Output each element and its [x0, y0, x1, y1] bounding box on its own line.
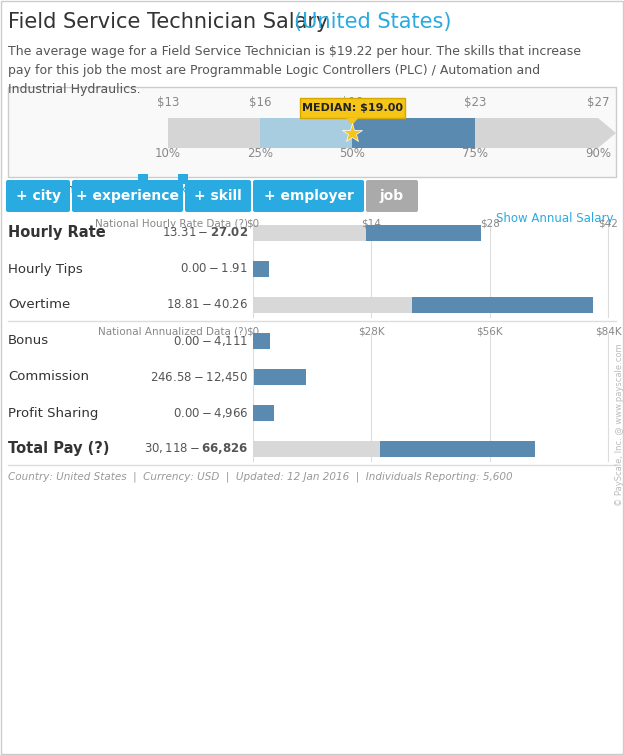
Text: $0: $0: [246, 327, 260, 337]
Text: + city: + city: [16, 189, 61, 203]
Text: 10%: 10%: [155, 147, 181, 160]
FancyBboxPatch shape: [185, 180, 251, 212]
Bar: [253, 261, 269, 277]
Text: Add this chart to your site:: Add this chart to your site:: [8, 183, 166, 196]
Text: Hourly Rate: Hourly Rate: [8, 226, 105, 241]
Bar: [380, 441, 535, 457]
Text: $18.81 - $40.26: $18.81 - $40.26: [166, 298, 248, 312]
Text: $42: $42: [598, 219, 618, 229]
Text: MEDIAN: $19.00: MEDIAN: $19.00: [302, 103, 402, 113]
Text: Commission: Commission: [8, 371, 89, 384]
Text: $84K: $84K: [595, 327, 622, 337]
Text: $28: $28: [480, 219, 500, 229]
Bar: [253, 441, 380, 457]
Bar: [366, 225, 481, 241]
Text: The average wage for a Field Service Technician is $19.22 per hour. The skills t: The average wage for a Field Service Tec…: [8, 45, 581, 96]
Polygon shape: [168, 118, 616, 148]
FancyBboxPatch shape: [6, 180, 70, 212]
FancyBboxPatch shape: [366, 180, 418, 212]
Text: 75%: 75%: [462, 147, 488, 160]
Text: 300px: 300px: [190, 183, 227, 196]
Bar: [253, 225, 366, 241]
Text: $0.00 - $4,966: $0.00 - $4,966: [172, 406, 248, 420]
Text: $16: $16: [249, 96, 271, 109]
Text: 50%: 50%: [339, 147, 365, 160]
Text: Show Annual Salary: Show Annual Salary: [497, 212, 614, 225]
Text: $13.31 - $27.02: $13.31 - $27.02: [162, 226, 248, 239]
Text: $13: $13: [157, 96, 179, 109]
Text: Total Pay (?): Total Pay (?): [8, 442, 109, 457]
Bar: [138, 174, 148, 184]
FancyBboxPatch shape: [72, 180, 183, 212]
Text: © PayScale, Inc. @ www.payscale.com: © PayScale, Inc. @ www.payscale.com: [615, 344, 623, 507]
Text: $246.58 - $12,450: $246.58 - $12,450: [150, 370, 248, 384]
Text: $0: $0: [246, 219, 260, 229]
Bar: [253, 405, 274, 421]
Text: Bonus: Bonus: [8, 334, 49, 347]
Text: Country: United States  |  Currency: USD  |  Updated: 12 Jan 2016  |  Individual: Country: United States | Currency: USD |…: [8, 471, 513, 482]
Text: National Hourly Rate Data (?): National Hourly Rate Data (?): [95, 219, 248, 229]
Bar: [353, 118, 475, 148]
Text: $56K: $56K: [476, 327, 503, 337]
Bar: [260, 118, 353, 148]
Bar: [8, 87, 616, 177]
Polygon shape: [346, 118, 358, 125]
FancyBboxPatch shape: [300, 98, 405, 118]
Text: + employer: + employer: [263, 189, 353, 203]
Text: 640px: 640px: [150, 183, 187, 196]
Text: job: job: [380, 189, 404, 203]
Text: $14: $14: [361, 219, 381, 229]
Text: National Annualized Data (?): National Annualized Data (?): [99, 327, 248, 337]
Text: $0.00 - $1.91: $0.00 - $1.91: [180, 263, 248, 276]
Text: 90%: 90%: [585, 147, 611, 160]
Text: (United States): (United States): [294, 12, 452, 32]
Bar: [412, 297, 593, 313]
Bar: [253, 369, 254, 385]
Text: $30,118 - $66,826: $30,118 - $66,826: [144, 442, 248, 457]
Text: + experience: + experience: [76, 189, 179, 203]
Text: Overtime: Overtime: [8, 298, 71, 312]
Text: $23: $23: [464, 96, 486, 109]
Text: $28K: $28K: [358, 327, 384, 337]
FancyBboxPatch shape: [253, 180, 364, 212]
Text: $0.00 - $4,111: $0.00 - $4,111: [173, 334, 248, 348]
Bar: [254, 369, 306, 385]
Text: Hourly Tips: Hourly Tips: [8, 263, 83, 276]
Text: Field Service Technician Salary: Field Service Technician Salary: [8, 12, 335, 32]
Bar: [178, 174, 188, 184]
Bar: [253, 333, 270, 349]
Text: + skill: + skill: [194, 189, 242, 203]
Text: Profit Sharing: Profit Sharing: [8, 406, 99, 420]
Bar: [253, 297, 412, 313]
Text: $19: $19: [341, 96, 364, 109]
Text: $27: $27: [587, 96, 609, 109]
Text: 25%: 25%: [247, 147, 273, 160]
